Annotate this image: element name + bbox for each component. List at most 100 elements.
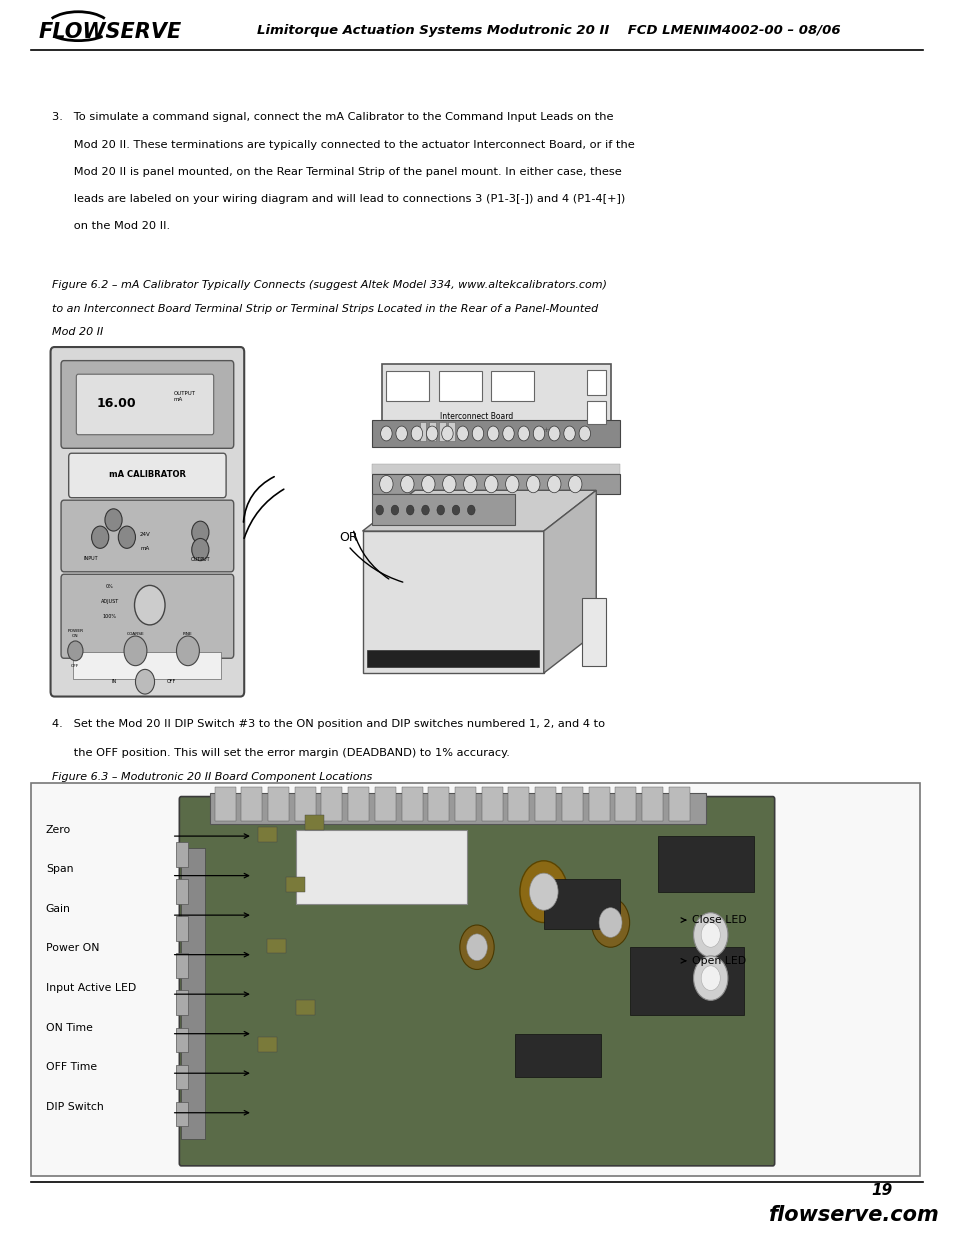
Circle shape (578, 426, 590, 441)
Text: on the Mod 20 II.: on the Mod 20 II. (52, 221, 171, 231)
Bar (372, 494, 515, 525)
Circle shape (421, 475, 435, 493)
Circle shape (452, 505, 459, 515)
Circle shape (124, 636, 147, 666)
Text: DIP Switch: DIP Switch (46, 1102, 104, 1112)
Bar (629, 947, 743, 1015)
Bar (438, 422, 445, 441)
Circle shape (391, 505, 398, 515)
Text: mA: mA (140, 546, 150, 551)
Bar (348, 787, 369, 821)
Text: OR: OR (338, 531, 357, 543)
Bar (286, 877, 305, 892)
Text: Interconnect Board: Interconnect Board (440, 412, 513, 421)
Bar (429, 422, 436, 441)
Text: 4.   Set the Mod 20 II DIP Switch #3 to the ON position and DIP switches numbere: 4. Set the Mod 20 II DIP Switch #3 to th… (52, 719, 605, 729)
Bar (367, 650, 538, 667)
Bar (561, 787, 582, 821)
Bar (176, 1102, 188, 1126)
Text: FLOWSERVE: FLOWSERVE (38, 22, 181, 42)
Bar (535, 787, 556, 821)
Bar (491, 370, 534, 401)
Bar (386, 370, 429, 401)
Bar (581, 599, 605, 667)
Bar (294, 787, 315, 821)
Bar (588, 787, 609, 821)
Bar (448, 422, 455, 441)
Circle shape (463, 475, 476, 493)
Text: OFF: OFF (71, 663, 79, 668)
Circle shape (135, 669, 154, 694)
Circle shape (176, 636, 199, 666)
Circle shape (380, 426, 392, 441)
Bar (543, 879, 619, 929)
Text: to an Interconnect Board Terminal Strip or Terminal Strips Located in the Rear o: to an Interconnect Board Terminal Strip … (52, 304, 598, 314)
Circle shape (192, 521, 209, 543)
Circle shape (118, 526, 135, 548)
Polygon shape (362, 490, 596, 531)
Bar (438, 370, 481, 401)
FancyBboxPatch shape (61, 500, 233, 572)
FancyBboxPatch shape (61, 574, 233, 658)
Circle shape (467, 505, 475, 515)
Bar (455, 787, 476, 821)
Circle shape (487, 426, 498, 441)
Text: Mod 20 II. These terminations are typically connected to the actuator Interconne: Mod 20 II. These terminations are typica… (52, 140, 635, 149)
Circle shape (459, 925, 494, 969)
Bar (372, 464, 619, 474)
Bar (615, 787, 636, 821)
Text: 16.00: 16.00 (96, 398, 136, 410)
Text: Gain: Gain (46, 904, 71, 914)
Bar (176, 1028, 188, 1052)
Bar (401, 787, 422, 821)
Text: ++++: ++++ (532, 427, 555, 432)
Circle shape (442, 475, 456, 493)
Text: Mod 20 II is panel mounted, on the Rear Terminal Strip of the panel mount. In ei: Mod 20 II is panel mounted, on the Rear … (52, 167, 621, 177)
Bar (257, 827, 276, 842)
Bar (508, 787, 529, 821)
Text: the OFF position. This will set the error margin (DEADBAND) to 1% accuracy.: the OFF position. This will set the erro… (52, 748, 510, 758)
Circle shape (411, 426, 422, 441)
Bar (305, 815, 324, 830)
Circle shape (406, 505, 414, 515)
Circle shape (502, 426, 514, 441)
Text: ADJUST: ADJUST (100, 599, 119, 604)
Text: Close LED: Close LED (691, 915, 745, 925)
Bar (381, 364, 610, 445)
Circle shape (441, 426, 453, 441)
Text: OFF Time: OFF Time (46, 1062, 97, 1072)
Text: leads are labeled on your wiring diagram and will lead to connections 3 (P1-3[-]: leads are labeled on your wiring diagram… (52, 194, 625, 204)
Bar (321, 787, 342, 821)
Text: 0%: 0% (106, 584, 113, 589)
Text: 24V: 24V (139, 532, 151, 537)
Bar (214, 787, 235, 821)
Circle shape (548, 426, 559, 441)
Bar (586, 370, 605, 395)
Circle shape (598, 908, 621, 937)
Circle shape (91, 526, 109, 548)
Bar (257, 1037, 276, 1052)
Text: Span: Span (46, 864, 73, 874)
Bar (176, 842, 188, 867)
Circle shape (529, 873, 558, 910)
Text: ON Time: ON Time (46, 1023, 92, 1032)
Bar (372, 420, 619, 447)
Text: Limitorque Actuation Systems Modutronic 20 II    FCD LMENIM4002-00 – 08/06: Limitorque Actuation Systems Modutronic … (256, 23, 840, 37)
Text: FINE: FINE (183, 631, 193, 636)
Polygon shape (362, 531, 543, 673)
FancyBboxPatch shape (179, 797, 774, 1166)
Bar (428, 787, 449, 821)
Polygon shape (543, 490, 596, 673)
Text: POWER
ON: POWER ON (68, 630, 83, 637)
Text: Figure 6.2 – mA Calibrator Typically Connects (suggest Altek Model 334, www.alte: Figure 6.2 – mA Calibrator Typically Con… (52, 280, 607, 290)
Circle shape (563, 426, 575, 441)
Circle shape (400, 475, 414, 493)
Circle shape (519, 861, 567, 923)
Circle shape (395, 426, 407, 441)
Bar (176, 1065, 188, 1089)
Circle shape (379, 475, 393, 493)
Bar (30, 783, 919, 1176)
Bar (658, 836, 753, 892)
Text: INPUT: INPUT (83, 556, 98, 561)
Bar (176, 879, 188, 904)
